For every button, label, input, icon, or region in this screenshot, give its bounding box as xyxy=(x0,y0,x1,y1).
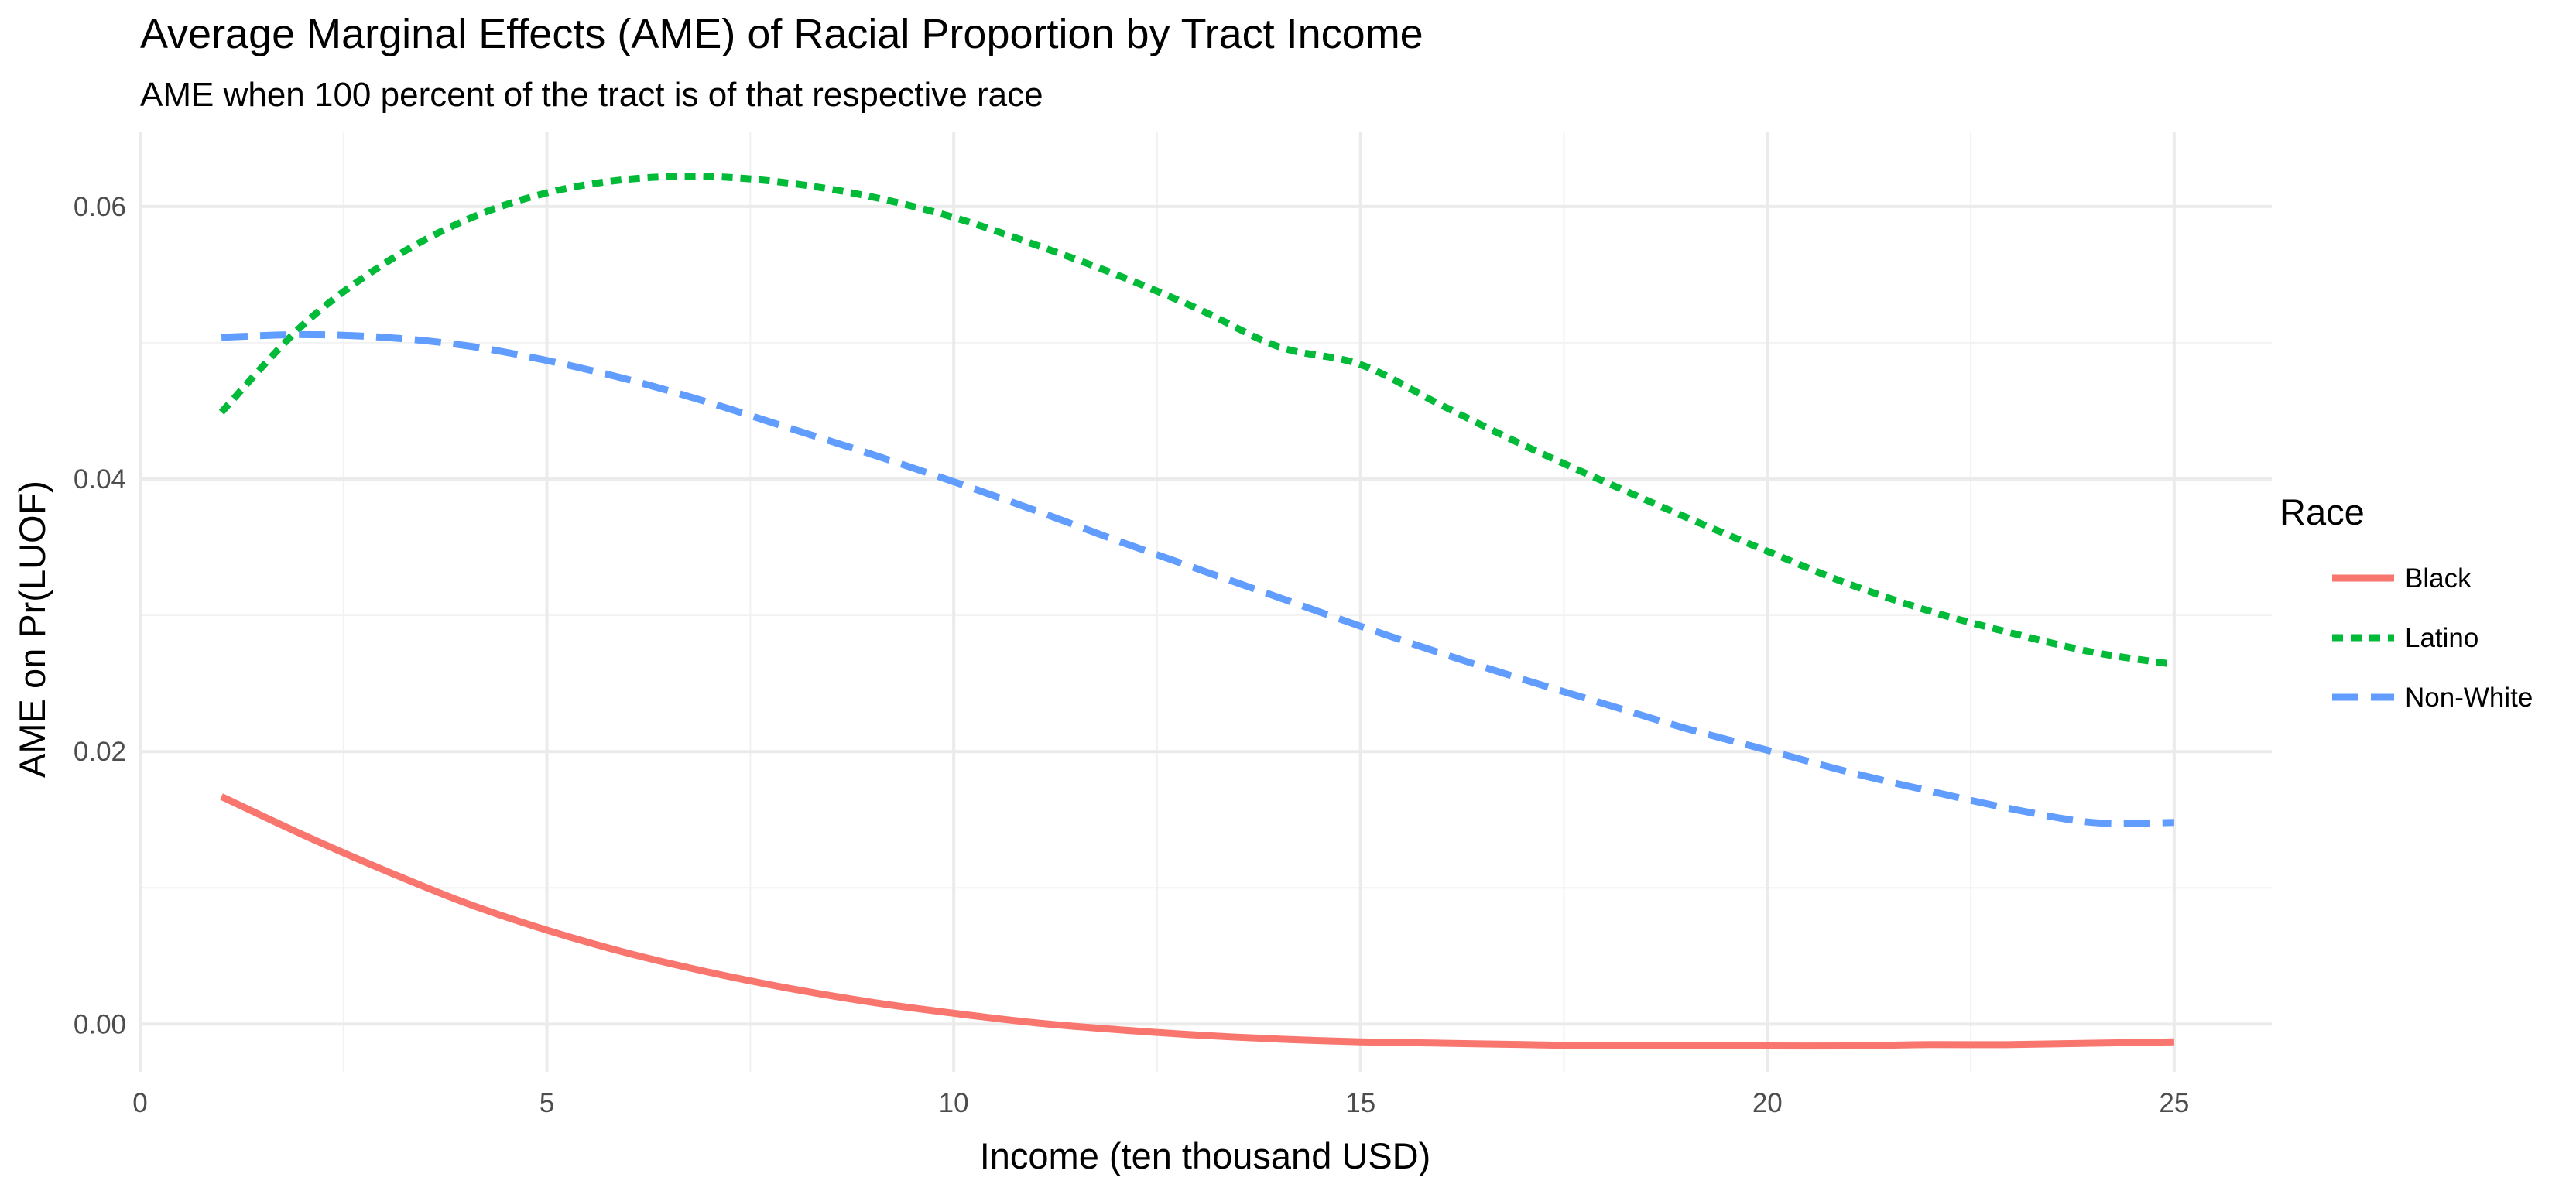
plot-series xyxy=(218,173,2175,1050)
legend-item-non-white: Non-White xyxy=(2332,683,2533,713)
y-axis-ticks: 0.00 0.02 0.04 0.06 xyxy=(74,192,126,1040)
x-tick-label: 15 xyxy=(1345,1088,1375,1118)
y-axis-label: AME on Pr(LUOF) xyxy=(12,481,53,778)
x-tick-label: 20 xyxy=(1752,1088,1783,1118)
series-line-non-white xyxy=(221,330,2174,827)
legend-entries: Black Latino Non-White xyxy=(2332,563,2533,713)
legend-item-latino: Latino xyxy=(2332,623,2478,653)
y-tick-label: 0.04 xyxy=(74,464,126,495)
y-tick-label: 0.06 xyxy=(74,192,126,222)
series-line-latino xyxy=(218,173,2175,668)
plot-grid xyxy=(139,132,2272,1072)
y-tick-label: 0.00 xyxy=(74,1009,126,1039)
x-axis-ticks: 0 5 10 15 20 25 xyxy=(132,1088,2189,1118)
x-axis-label: Income (ten thousand USD) xyxy=(980,1135,1431,1176)
x-tick-label: 25 xyxy=(2159,1088,2189,1118)
series-line-black xyxy=(220,793,2174,1050)
legend-item-black: Black xyxy=(2332,563,2472,594)
x-tick-label: 5 xyxy=(540,1088,554,1118)
chart-subtitle: AME when 100 percent of the tract is of … xyxy=(140,76,1043,114)
legend-label: Black xyxy=(2405,563,2472,594)
y-tick-label: 0.02 xyxy=(74,737,126,767)
legend: Race Black Latino Non-White xyxy=(2280,491,2533,713)
legend-label: Non-White xyxy=(2405,683,2533,713)
chart-title: Average Marginal Effects (AME) of Racial… xyxy=(140,11,1423,57)
legend-label: Latino xyxy=(2405,623,2478,653)
x-tick-label: 10 xyxy=(939,1088,969,1118)
x-tick-label: 0 xyxy=(132,1088,147,1118)
legend-title: Race xyxy=(2280,491,2365,532)
